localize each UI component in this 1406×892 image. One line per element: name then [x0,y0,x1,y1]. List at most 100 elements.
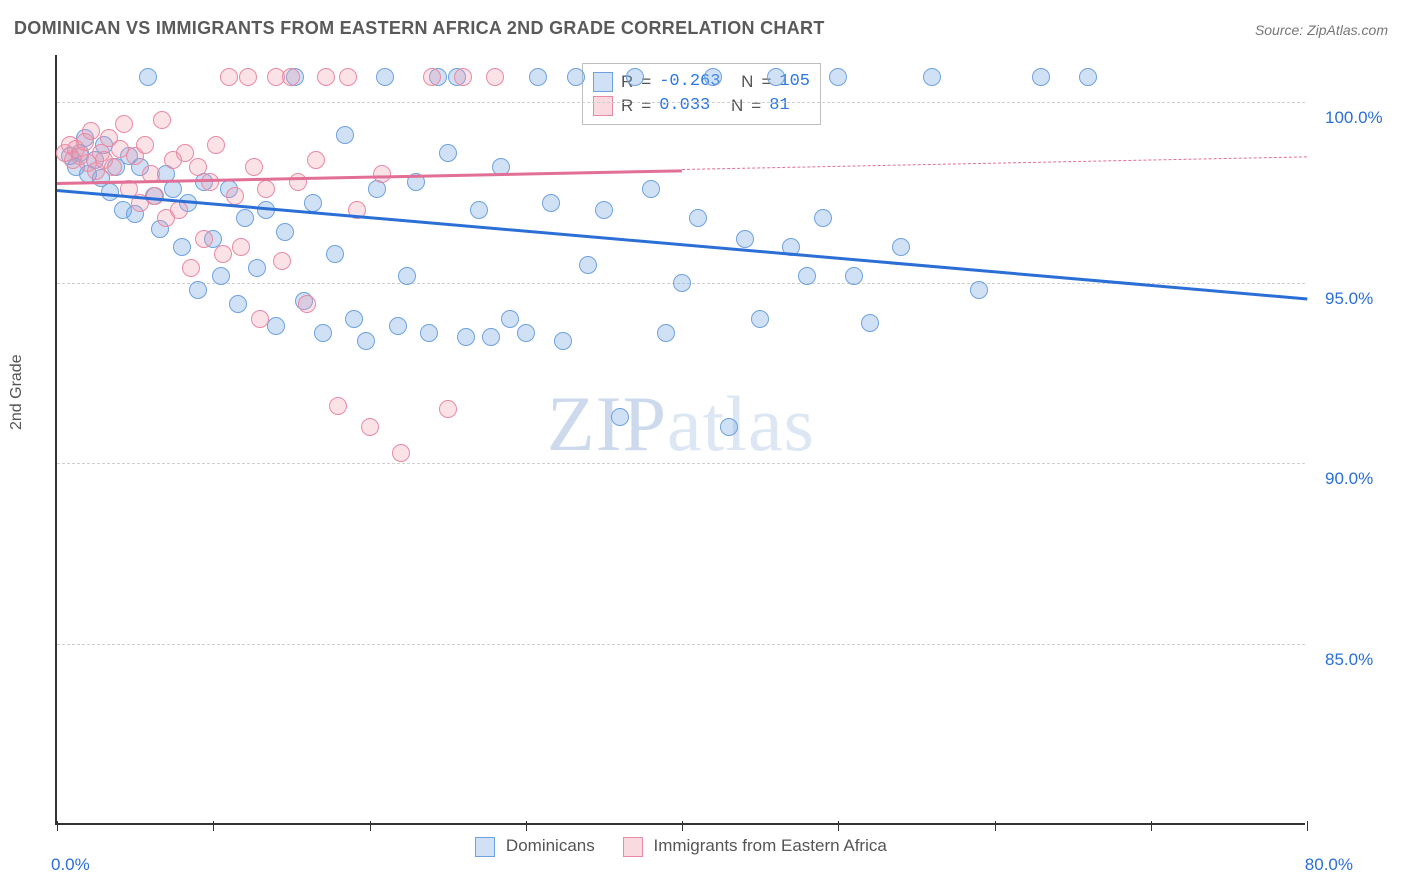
blue-point [720,418,738,436]
blue-point [457,328,475,346]
blue-point [248,259,266,277]
pink-point [189,158,207,176]
eq-label-4: = [751,94,761,118]
xtick [1307,821,1308,831]
pink-point [361,418,379,436]
corr-row-pink: R = 0.033 N = 81 [593,94,810,118]
pink-point [298,295,316,313]
chart-container: DOMINICAN VS IMMIGRANTS FROM EASTERN AFR… [0,0,1406,892]
gridline [57,102,1305,103]
blue-point [501,310,519,328]
blue-point [892,238,910,256]
pink-point [220,68,238,86]
pink-point [226,187,244,205]
pink-point [207,136,225,154]
blue-point [304,194,322,212]
pink-point [245,158,263,176]
plot-area: ZIPatlas R = -0.263 N = 105 R = 0.033 N … [55,55,1305,825]
blue-point [470,201,488,219]
xtick [526,821,527,831]
blue-point [767,68,785,86]
r-label-2: R [621,94,633,118]
blue-point [751,310,769,328]
pink-r-value: 0.033 [659,94,710,118]
blue-point [267,317,285,335]
pink-point [454,68,472,86]
eq-label-3: = [641,94,651,118]
blue-point [517,324,535,342]
pink-point [307,151,325,169]
ytick-label: 95.0% [1325,289,1373,309]
blue-point [357,332,375,350]
blue-point [276,223,294,241]
legend-blue-swatch-icon [475,837,495,857]
pink-point [146,187,164,205]
blue-point [642,180,660,198]
blue-point [923,68,941,86]
blue-point [845,267,863,285]
blue-point [554,332,572,350]
legend: Dominicans Immigrants from Eastern Afric… [57,836,1305,857]
pink-point [282,68,300,86]
pink-point [317,68,335,86]
blue-point [439,144,457,162]
xtick-label: 80.0% [1305,855,1353,875]
legend-pink-label: Immigrants from Eastern Africa [653,836,886,855]
pink-point [239,68,257,86]
n-label-2: N [731,94,743,118]
chart-title: DOMINICAN VS IMMIGRANTS FROM EASTERN AFR… [14,18,825,39]
pink-point [423,68,441,86]
ytick-label: 90.0% [1325,469,1373,489]
xtick [57,821,58,831]
blue-point [829,68,847,86]
blue-point [173,238,191,256]
pink-point [214,245,232,263]
blue-point [398,267,416,285]
blue-point [326,245,344,263]
blue-point [567,68,585,86]
blue-point [229,295,247,313]
legend-item-pink: Immigrants from Eastern Africa [623,836,887,857]
blue-point [482,328,500,346]
blue-point [736,230,754,248]
watermark-zip: ZIP [547,380,667,467]
blue-point [389,317,407,335]
xtick [370,821,371,831]
xtick-label: 0.0% [51,855,90,875]
pink-point [289,173,307,191]
pink-point [439,400,457,418]
pink-point [486,68,504,86]
pink-n-value: 81 [769,94,789,118]
blue-point [314,324,332,342]
ytick-label: 100.0% [1325,108,1383,128]
xtick [1151,821,1152,831]
legend-pink-swatch-icon [623,837,643,857]
source-attribution: Source: ZipAtlas.com [1255,22,1388,38]
legend-item-blue: Dominicans [475,836,595,857]
watermark: ZIPatlas [547,379,815,469]
blue-point [212,267,230,285]
pink-point [153,111,171,129]
blue-point [814,209,832,227]
blue-point [189,281,207,299]
ytick-label: 85.0% [1325,650,1373,670]
pink-point [176,144,194,162]
blue-point [1079,68,1097,86]
blue-point [689,209,707,227]
blue-point [236,209,254,227]
correlation-box: R = -0.263 N = 105 R = 0.033 N = 81 [582,63,821,125]
gridline [57,644,1305,645]
legend-blue-label: Dominicans [506,836,595,855]
xtick [838,821,839,831]
blue-point [611,408,629,426]
blue-point [595,201,613,219]
blue-point [420,324,438,342]
blue-point [657,324,675,342]
xtick [682,821,683,831]
xtick [213,821,214,831]
blue-swatch-icon [593,72,613,92]
blue-point [798,267,816,285]
pink-point [273,252,291,270]
blue-point [542,194,560,212]
blue-point [626,68,644,86]
